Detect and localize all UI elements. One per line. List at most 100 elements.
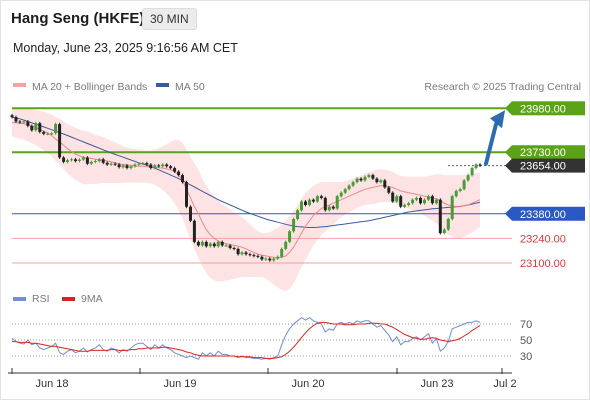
candle-body bbox=[450, 196, 454, 219]
legend-rsi-ma-label: 9MA bbox=[81, 293, 103, 305]
rsi-tick-label: 70 bbox=[520, 319, 532, 331]
candle-body bbox=[18, 121, 22, 123]
candle-body bbox=[458, 189, 462, 191]
pivot-label-pointer bbox=[505, 206, 512, 221]
candle-body bbox=[268, 258, 272, 261]
candle-body bbox=[478, 164, 482, 166]
candle-body bbox=[315, 196, 319, 202]
candle-body bbox=[125, 165, 129, 168]
current-price-label: 23654.00 bbox=[520, 161, 566, 173]
report-datetime: Monday, June 23, 2025 9:16:56 AM CET bbox=[13, 41, 238, 55]
candle-body bbox=[280, 248, 284, 257]
candle-body bbox=[232, 248, 236, 249]
candle-body bbox=[419, 197, 422, 204]
candle-body bbox=[105, 162, 109, 165]
resistance-label: 23730.00 bbox=[520, 147, 566, 159]
candle-body bbox=[129, 166, 133, 169]
candle-body bbox=[66, 160, 69, 162]
candle-body bbox=[145, 163, 149, 165]
candle-body bbox=[54, 124, 58, 134]
candle-body bbox=[430, 196, 434, 204]
candle-body bbox=[85, 157, 89, 164]
x-tick-label: Jul 2 bbox=[493, 378, 516, 390]
candle-body bbox=[240, 252, 244, 255]
candle-body bbox=[200, 241, 204, 246]
candle-body bbox=[343, 189, 347, 193]
level-labels: 23980.00 23730.00 23654.00 23380.00 23240.00… bbox=[505, 101, 585, 270]
candle-body bbox=[335, 196, 339, 209]
legend-ma20-label: MA 20 + Bollinger Bands bbox=[32, 81, 147, 93]
research-credit: Research © 2025 Trading Central bbox=[424, 81, 581, 93]
resistance-label-box bbox=[512, 101, 585, 116]
candle-body bbox=[109, 163, 113, 165]
candle-body bbox=[216, 241, 220, 247]
candle-body bbox=[181, 175, 184, 183]
candle-body bbox=[77, 159, 81, 161]
candle-body bbox=[93, 161, 97, 162]
x-tick-label: Jun 19 bbox=[163, 378, 196, 390]
rsi-tick-label: 50 bbox=[520, 335, 532, 347]
rsi-ma-line bbox=[12, 321, 481, 359]
resistance-label-pointer bbox=[505, 145, 512, 160]
pivot-label: 23380.00 bbox=[520, 209, 566, 221]
candle-body bbox=[137, 163, 141, 165]
candle-body bbox=[252, 255, 256, 257]
candle-body bbox=[474, 164, 478, 168]
ma50-line bbox=[11, 116, 481, 228]
candle-body bbox=[42, 132, 46, 134]
candle-body bbox=[359, 178, 363, 181]
x-tick-label: Jun 23 bbox=[420, 378, 453, 390]
candle-body bbox=[121, 165, 125, 168]
candle-body bbox=[177, 171, 181, 176]
candle-body bbox=[46, 133, 50, 135]
candle-body bbox=[415, 197, 418, 200]
resistance-label-pointer bbox=[505, 101, 512, 116]
candle-body bbox=[173, 168, 177, 172]
candle-body bbox=[153, 165, 157, 168]
legend-rsi-ma-swatch bbox=[62, 297, 75, 301]
candle-body bbox=[347, 185, 351, 190]
legend-rsi-label: RSI bbox=[32, 293, 50, 305]
candle-body bbox=[470, 168, 474, 176]
timeframe-badge[interactable]: 30 MIN bbox=[142, 8, 197, 30]
candle-body bbox=[288, 231, 292, 242]
x-tick-label: Jun 18 bbox=[35, 378, 68, 390]
forecast-arrow-shaft bbox=[484, 122, 498, 166]
resistance-label: 23980.00 bbox=[520, 103, 566, 115]
candle-body bbox=[300, 201, 303, 211]
candle-body bbox=[133, 164, 137, 167]
candle-body bbox=[304, 201, 307, 205]
candle-body bbox=[434, 199, 438, 204]
candle-body bbox=[423, 199, 426, 204]
candle-body bbox=[264, 258, 268, 260]
candle-body bbox=[323, 197, 327, 211]
candle-body bbox=[208, 243, 212, 247]
candle-body bbox=[375, 178, 379, 183]
candle-body bbox=[367, 175, 371, 177]
candle-body bbox=[26, 121, 30, 126]
candle-body bbox=[339, 192, 343, 197]
candle-body bbox=[462, 180, 466, 190]
candle-body bbox=[391, 192, 395, 202]
candle-body bbox=[22, 121, 26, 123]
candle-body bbox=[331, 206, 335, 209]
candle-body bbox=[296, 210, 300, 219]
candle-body bbox=[165, 164, 169, 167]
candle-body bbox=[10, 115, 14, 118]
candle-body bbox=[14, 117, 18, 122]
candle-body bbox=[308, 199, 311, 205]
candle-body bbox=[446, 219, 450, 230]
candle-body bbox=[387, 187, 391, 193]
price-levels bbox=[12, 107, 512, 264]
candle-body bbox=[212, 243, 216, 247]
candle-body bbox=[395, 196, 399, 202]
candle-body bbox=[276, 256, 280, 259]
pivot-label-box bbox=[512, 206, 585, 221]
candle-body bbox=[327, 206, 331, 211]
candle-body bbox=[101, 159, 105, 163]
candle-body bbox=[272, 258, 276, 261]
candle-body bbox=[58, 124, 62, 158]
legend-rsi-swatch bbox=[13, 297, 26, 301]
moving-averages bbox=[11, 116, 481, 259]
